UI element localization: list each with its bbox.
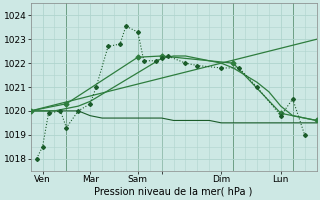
X-axis label: Pression niveau de la mer( hPa ): Pression niveau de la mer( hPa ) bbox=[94, 187, 253, 197]
